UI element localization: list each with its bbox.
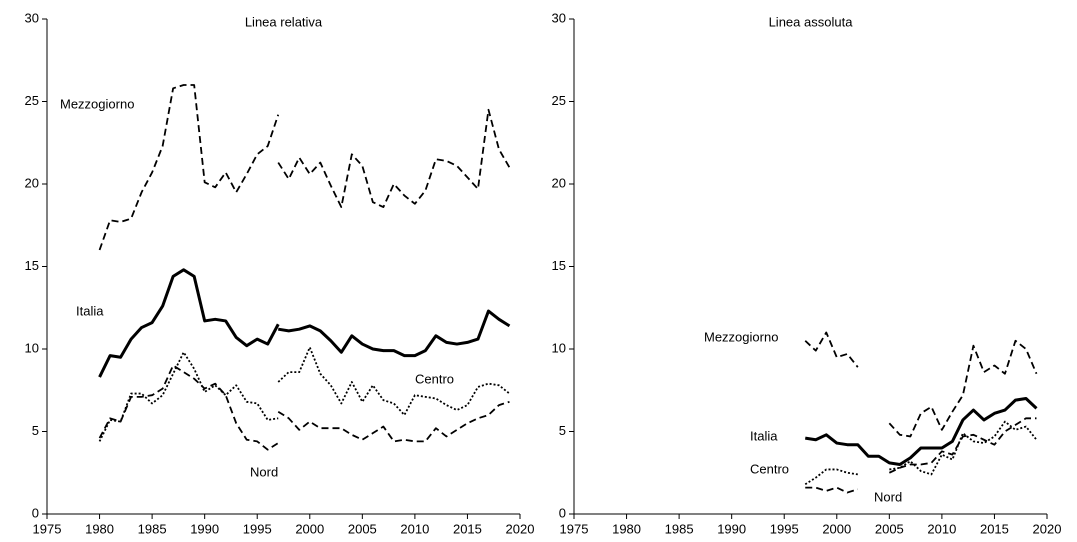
x-tick-label: 2015 xyxy=(980,521,1009,536)
x-tick-label: 1985 xyxy=(138,521,167,536)
y-tick-label: 25 xyxy=(25,93,39,108)
panel-subtitle: Linea assoluta xyxy=(769,14,854,29)
y-tick-label: 20 xyxy=(25,175,39,190)
series-line xyxy=(278,309,511,358)
y-tick-label: 30 xyxy=(552,10,566,25)
x-tick-label: 2010 xyxy=(927,521,956,536)
x-tick-label: 1985 xyxy=(665,521,694,536)
series-label: Italia xyxy=(750,428,778,443)
y-tick-label: 0 xyxy=(32,505,39,520)
series-line xyxy=(804,468,858,486)
x-tick-label: 1980 xyxy=(85,521,114,536)
series-line xyxy=(98,351,279,442)
x-tick-label: 2020 xyxy=(1033,521,1062,536)
x-tick-label: 2000 xyxy=(822,521,851,536)
y-tick-label: 5 xyxy=(559,423,566,438)
series-label: Centro xyxy=(750,461,789,476)
series-line xyxy=(888,339,1038,438)
series-label: Nord xyxy=(250,464,278,479)
x-tick-label: 2010 xyxy=(400,521,429,536)
y-tick-label: 0 xyxy=(559,505,566,520)
series-line xyxy=(889,420,1038,476)
series-line xyxy=(98,84,280,251)
x-tick-label: 1990 xyxy=(190,521,219,536)
x-tick-label: 1975 xyxy=(560,521,589,536)
series-label: Centro xyxy=(415,371,454,386)
series-label: Nord xyxy=(874,489,902,504)
series-line xyxy=(277,346,511,416)
series-line xyxy=(804,331,859,368)
series-label: Mezzogiorno xyxy=(60,96,134,111)
series-line xyxy=(98,364,279,451)
x-tick-label: 2015 xyxy=(453,521,482,536)
series-line xyxy=(277,400,510,443)
series-line xyxy=(98,268,280,378)
y-tick-label: 30 xyxy=(25,10,39,25)
x-tick-label: 2020 xyxy=(506,521,535,536)
y-tick-label: 15 xyxy=(552,258,566,273)
x-tick-label: 1990 xyxy=(717,521,746,536)
x-tick-label: 1995 xyxy=(770,521,799,536)
y-tick-label: 5 xyxy=(32,423,39,438)
series-label: Mezzogiorno xyxy=(704,329,778,344)
x-tick-label: 2005 xyxy=(348,521,377,536)
series-label: Italia xyxy=(76,303,104,318)
series-line xyxy=(805,486,859,494)
y-tick-label: 10 xyxy=(25,340,39,355)
y-tick-label: 10 xyxy=(552,340,566,355)
x-tick-label: 2005 xyxy=(875,521,904,536)
x-tick-label: 2000 xyxy=(295,521,324,536)
y-tick-label: 20 xyxy=(552,175,566,190)
series-line xyxy=(277,108,511,208)
panel-subtitle: Linea relativa xyxy=(245,14,323,29)
x-tick-label: 1995 xyxy=(243,521,272,536)
x-tick-label: 1980 xyxy=(612,521,641,536)
series-line xyxy=(888,417,1037,474)
y-tick-label: 25 xyxy=(552,93,566,108)
y-tick-label: 15 xyxy=(25,258,39,273)
x-tick-label: 1975 xyxy=(33,521,62,536)
series-line xyxy=(805,397,1038,466)
